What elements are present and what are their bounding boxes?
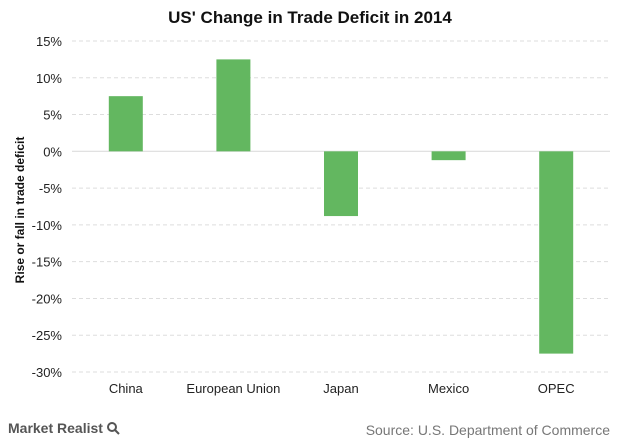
bars [108,59,574,354]
y-axis-ticks: 15% 10% 5% 0% -5% -10% -15% -20% -25% -30% [32,34,63,380]
bar [108,96,143,152]
x-category-label: European Union [186,381,280,396]
grid-lines [72,40,610,373]
bar [539,151,574,354]
x-category-label: Japan [323,381,358,396]
y-tick-label: -20% [32,291,63,306]
brand-name: Market Realist [8,420,103,436]
y-tick-label: -5% [39,181,63,196]
bar [431,151,466,161]
brand-logo: Market Realist [8,420,120,436]
y-tick-label: -25% [32,328,63,343]
bar [216,59,251,152]
x-category-label: OPEC [538,381,575,396]
y-tick-label: -30% [32,365,63,380]
x-axis-categories: China European Union Japan Mexico OPEC [109,381,575,396]
bar [324,151,358,217]
chart-title: US' Change in Trade Deficit in 2014 [168,8,452,27]
y-tick-label: -15% [32,255,63,270]
source-note: Source: U.S. Department of Commerce [365,422,610,438]
magnifier-icon [106,422,120,435]
y-tick-label: 15% [36,34,62,49]
y-tick-label: -10% [32,218,63,233]
y-tick-label: 10% [36,71,62,86]
y-axis-label: Rise or fall in trade deficit [13,137,27,284]
x-category-label: China [109,381,144,396]
y-tick-label: 5% [43,108,62,123]
x-category-label: Mexico [428,381,469,396]
y-tick-label: 0% [43,144,62,159]
